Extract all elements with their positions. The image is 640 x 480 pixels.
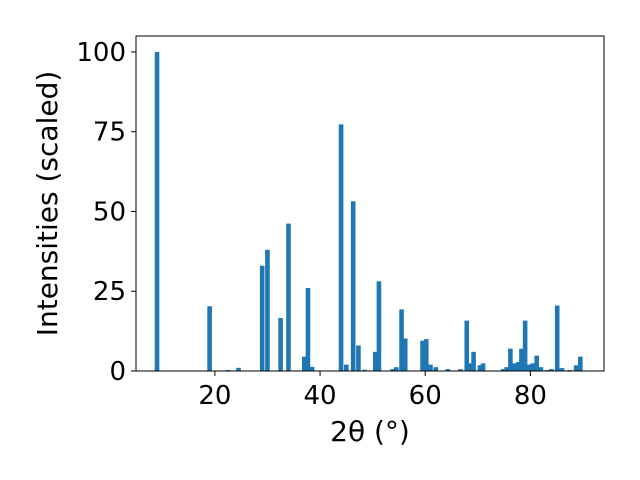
bar [530,363,535,371]
bar [428,364,433,371]
bar [356,345,361,371]
bar [467,363,473,371]
x-tick-label: 20 [198,381,231,411]
y-tick-label: 75 [93,118,126,148]
bar [445,369,451,371]
x-tick-label: 60 [409,381,442,411]
bar [350,201,356,371]
y-tick-label: 0 [109,357,126,387]
bar [259,265,265,371]
bar [372,351,378,371]
bar [549,369,554,371]
bar [519,348,524,371]
bar [512,363,517,371]
x-axis-label: 2θ (°) [330,415,410,448]
x-tick-label: 80 [514,381,547,411]
bar [305,288,311,371]
bar [504,367,510,371]
bar [286,223,291,371]
y-tick-label: 100 [76,38,126,68]
bar [402,338,408,371]
bar [393,367,399,371]
bar [522,320,528,371]
bar [338,124,344,371]
bar [477,365,483,371]
bar [309,366,315,371]
bar [458,369,463,371]
bar [390,369,395,371]
bar [376,281,382,371]
bar [559,368,565,371]
plot-frame [135,35,605,372]
bar [515,362,521,371]
bar [573,365,579,371]
bar [471,351,476,371]
x-tick-label: 40 [303,381,336,411]
y-axis-ticks: 0 25 50 75 100 [76,38,136,387]
bar [554,305,560,371]
bar [433,367,439,371]
bar [362,369,368,371]
y-tick-label: 25 [93,277,126,307]
bar [538,367,544,371]
bar [500,369,506,371]
bar [423,339,429,371]
bar [534,355,539,371]
y-axis-label: Intensities (scaled) [31,71,64,337]
bar [480,363,486,371]
bar [399,309,404,371]
bars-group [154,51,583,371]
bar [578,356,583,371]
bar [236,367,241,371]
bar [420,340,425,371]
x-axis-ticks: 20 40 60 80 [198,371,547,411]
bar [154,51,160,371]
bar [265,249,270,371]
bar [301,356,307,371]
bar [508,348,513,371]
y-tick-label: 50 [93,197,126,227]
bar [526,364,532,371]
bar [344,364,349,371]
bar [207,306,212,371]
bar [464,320,470,371]
bar [278,318,283,371]
